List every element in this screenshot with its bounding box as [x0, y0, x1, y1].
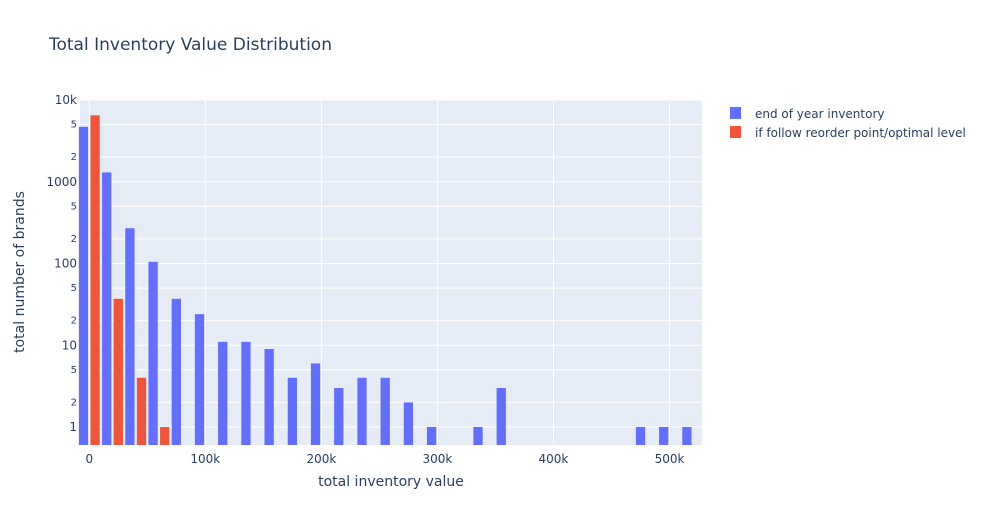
y-minor-tick-label: 2	[71, 397, 77, 408]
x-tick-label: 200k	[306, 452, 336, 466]
x-tick-label: 100k	[190, 452, 220, 466]
bar-end-of-year[interactable]	[473, 427, 483, 445]
chart-title: Total Inventory Value Distribution	[48, 35, 332, 55]
bar-end-of-year[interactable]	[659, 427, 669, 445]
legend-item[interactable]: end of year inventory	[730, 107, 885, 121]
y-tick-label: 1	[69, 420, 77, 434]
x-tick-label: 500k	[655, 452, 685, 466]
bar-reorder-point[interactable]	[113, 298, 123, 445]
bar-end-of-year[interactable]	[264, 349, 274, 445]
bar-end-of-year[interactable]	[218, 341, 228, 445]
y-minor-tick-label: 5	[71, 365, 77, 376]
bar-end-of-year[interactable]	[171, 298, 181, 445]
y-minor-tick-label: 5	[71, 120, 77, 131]
x-axis-ticks: 0 100k 200k 300k 400k 500k	[85, 452, 684, 466]
y-tick-label: 100	[54, 257, 77, 271]
bar-end-of-year[interactable]	[287, 377, 298, 445]
bar-end-of-year[interactable]	[496, 388, 506, 445]
y-tick-label: 10	[62, 338, 77, 352]
bar-end-of-year[interactable]	[682, 427, 692, 445]
bar-end-of-year[interactable]	[635, 427, 646, 445]
bar-end-of-year[interactable]	[310, 363, 321, 445]
bar-end-of-year[interactable]	[403, 402, 414, 445]
y-minor-tick-label: 5	[71, 201, 77, 212]
bar-end-of-year[interactable]	[380, 377, 390, 445]
bar-end-of-year[interactable]	[426, 427, 437, 445]
bar-end-of-year[interactable]	[241, 341, 251, 445]
bar-end-of-year[interactable]	[194, 314, 205, 445]
y-minor-tick-label: 5	[71, 283, 77, 294]
y-axis-title: total number of brands	[12, 191, 28, 353]
y-tick-label: 10k	[55, 93, 77, 107]
y-minor-tick-label: 2	[71, 316, 77, 327]
bar-end-of-year[interactable]	[78, 126, 89, 446]
y-tick-label: 1000	[46, 175, 77, 189]
bar-end-of-year[interactable]	[357, 377, 367, 445]
x-tick-label: 0	[85, 452, 93, 466]
legend-swatch	[730, 107, 741, 119]
legend-label: end of year inventory	[755, 107, 885, 121]
legend-swatch	[730, 126, 741, 138]
bar-end-of-year[interactable]	[148, 261, 158, 445]
bar-end-of-year[interactable]	[125, 228, 135, 445]
bar-reorder-point[interactable]	[136, 377, 147, 445]
x-tick-label: 300k	[422, 452, 452, 466]
bar-end-of-year[interactable]	[102, 172, 112, 445]
y-minor-tick-label: 2	[71, 152, 77, 163]
gridlines	[80, 99, 702, 445]
x-tick-label: 400k	[539, 452, 569, 466]
legend-label: if follow reorder point/optimal level	[755, 126, 966, 140]
bar-reorder-point[interactable]	[90, 115, 100, 446]
legend-item[interactable]: if follow reorder point/optimal level	[730, 126, 966, 140]
legend[interactable]: end of year inventory if follow reorder p…	[730, 107, 966, 140]
bar-end-of-year[interactable]	[334, 388, 344, 445]
y-axis-ticks: 1 10 100 1000 10k 2 5 2 5 2 5 2 5	[46, 93, 77, 434]
x-axis-title: total inventory value	[318, 474, 464, 490]
bars	[78, 115, 692, 446]
y-minor-tick-label: 2	[71, 234, 77, 245]
bar-reorder-point[interactable]	[160, 427, 170, 445]
